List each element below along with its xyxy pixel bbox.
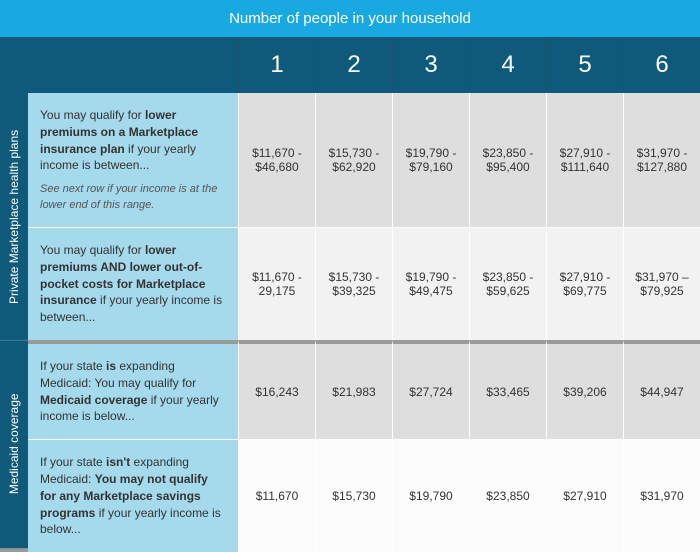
income-eligibility-table: Number of people in your household 12345…	[0, 0, 700, 552]
column-header: 4	[469, 37, 546, 93]
value-cell: $19,790 - $79,160	[392, 93, 469, 227]
value-cell: $11,670	[238, 439, 315, 552]
table-title: Number of people in your household	[0, 0, 700, 37]
header-spacer	[0, 37, 28, 93]
value-cell: $23,850 - $59,625	[469, 227, 546, 340]
value-cell: $27,910	[546, 439, 623, 552]
value-cell: $31,970 - $127,880	[623, 93, 700, 227]
column-header: 5	[546, 37, 623, 93]
value-cell: $27,910 - $69,775	[546, 227, 623, 340]
value-cell: $27,910 - $111,640	[546, 93, 623, 227]
value-cell: $33,465	[469, 340, 546, 439]
value-cell: $23,850 - $95,400	[469, 93, 546, 227]
value-cell: $31,970	[623, 439, 700, 552]
value-cell: $23,850	[469, 439, 546, 552]
section-side-label: Medicaid coverage	[0, 340, 28, 552]
section-side-label: Private Marketplace health plans	[0, 93, 28, 340]
row-description: You may qualify for lower premiums AND l…	[28, 227, 238, 340]
value-cell: $15,730 - $39,325	[315, 227, 392, 340]
value-cell: $21,983	[315, 340, 392, 439]
value-cell: $19,790	[392, 439, 469, 552]
row-description: You may qualify for lower premiums on a …	[28, 93, 238, 227]
value-cell: $19,790 - $49,475	[392, 227, 469, 340]
column-header: 2	[315, 37, 392, 93]
row-description: If your state isn't expanding Medicaid: …	[28, 439, 238, 552]
header-spacer	[28, 37, 238, 93]
value-cell: $31,970 – $79,925	[623, 227, 700, 340]
value-cell: $15,730 - $62,920	[315, 93, 392, 227]
value-cell: $11,670 - 29,175	[238, 227, 315, 340]
row-note: See next row if your income is at the lo…	[40, 182, 226, 213]
value-cell: $16,243	[238, 340, 315, 439]
value-cell: $44,947	[623, 340, 700, 439]
value-cell: $27,724	[392, 340, 469, 439]
column-header: 3	[392, 37, 469, 93]
column-header: 6	[623, 37, 700, 93]
value-cell: $15,730	[315, 439, 392, 552]
value-cell: $39,206	[546, 340, 623, 439]
column-header: 1	[238, 37, 315, 93]
value-cell: $11,670 - $46,680	[238, 93, 315, 227]
row-description: If your state is expanding Medicaid: You…	[28, 340, 238, 439]
